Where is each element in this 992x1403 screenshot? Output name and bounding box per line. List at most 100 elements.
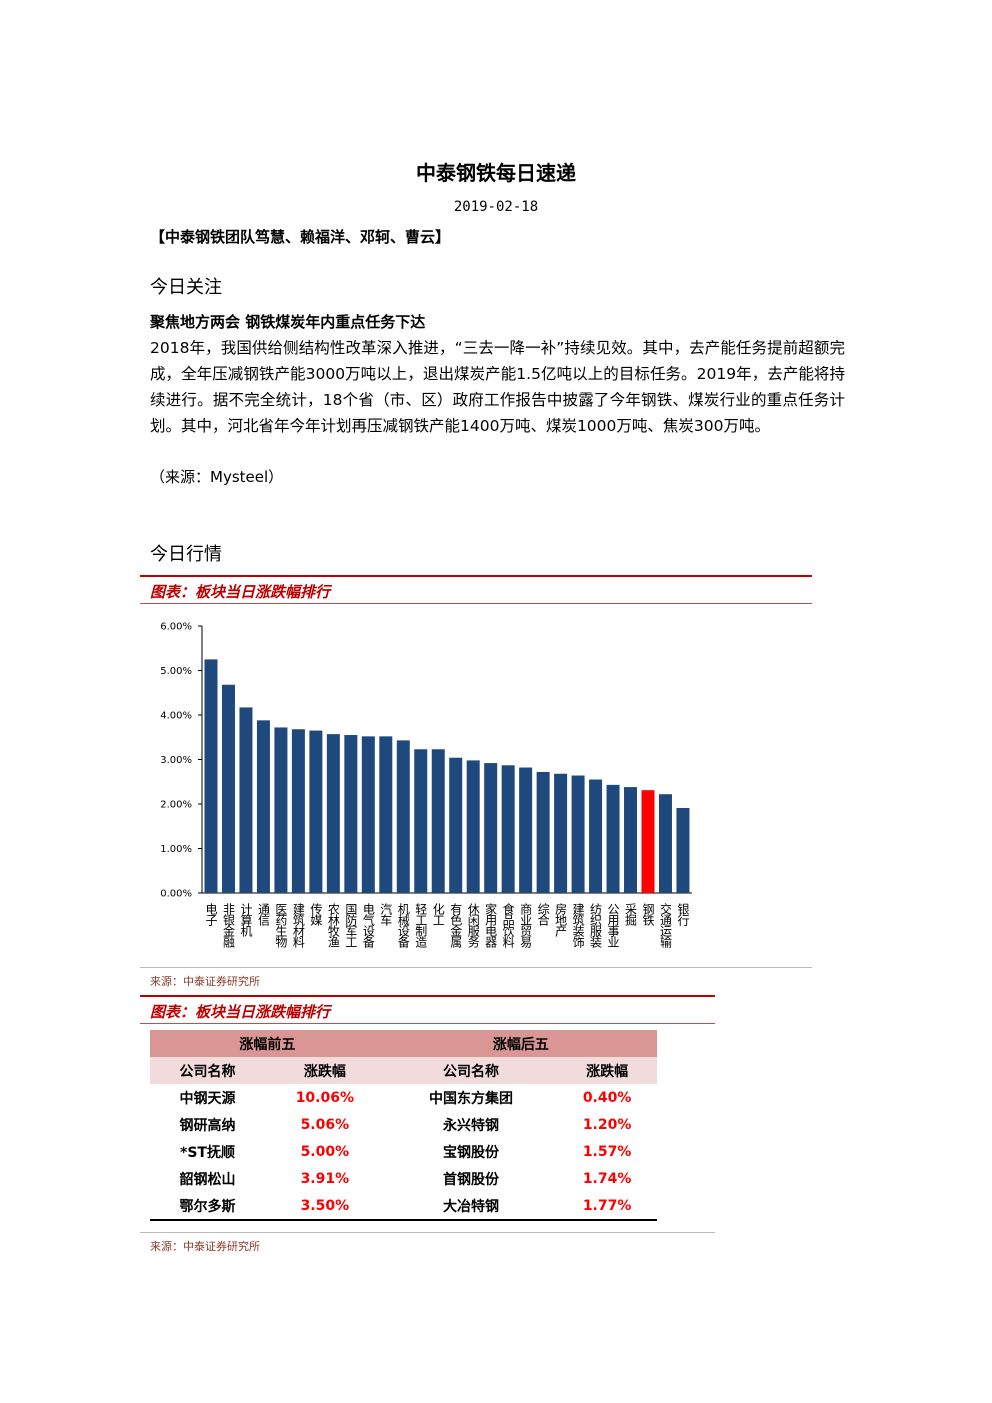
x-tick-label: 国防军工 [344, 903, 358, 947]
x-tick-label: 交通运输 [658, 902, 672, 949]
article-title: 聚焦地方两会 钢铁煤炭年内重点任务下达 [150, 313, 426, 331]
x-tick-label: 房地产 [554, 902, 568, 938]
x-tick-label: 家用电器 [484, 902, 498, 949]
bar [361, 736, 375, 893]
column-header: 公司名称 [384, 1057, 558, 1084]
bar [221, 684, 235, 893]
bar [326, 734, 340, 893]
table-cell: 1.77% [582, 1197, 632, 1214]
bar [466, 760, 480, 893]
bar [431, 749, 445, 893]
authors: 【中泰钢铁团队笃慧、赖福洋、邓轲、曹云】 [150, 228, 451, 246]
table-cell: 中国东方集团 [428, 1090, 513, 1107]
x-tick-label: 汽车 [379, 902, 393, 927]
x-tick-label: 综合 [536, 903, 550, 926]
column-header: 公司名称 [150, 1057, 265, 1084]
bar [571, 775, 585, 893]
y-tick-label: 0.00% [160, 889, 192, 900]
x-tick-label: 化工 [431, 903, 445, 925]
table-cell: 大冶特钢 [442, 1198, 499, 1215]
x-tick-label: 电子 [204, 903, 218, 926]
table-row: 鄂尔多斯 3.50% 大冶特钢 1.77% [150, 1192, 657, 1220]
chart: 0.00% 1.00% 2.00% 3.00% 4.00% 5.00% 6.00% 电子 非银金… [160, 622, 692, 949]
x-tick-label: 农林牧渔 [326, 903, 340, 948]
y-tick-label: 5.00% [160, 666, 192, 677]
table-row: 韶钢松山 3.91% 首钢股份 1.74% [150, 1165, 657, 1192]
table-cell: 10.06% [295, 1089, 354, 1106]
bar [396, 740, 410, 893]
table-cell: 韶钢松山 [179, 1171, 236, 1188]
bar [658, 794, 672, 893]
y-tick-label: 6.00% [160, 622, 192, 633]
bar [606, 784, 620, 893]
table-cell: 1.57% [582, 1143, 632, 1160]
table-cell: 1.20% [582, 1116, 632, 1133]
table: 涨幅前五 涨幅后五 公司名称 涨跌幅 公司名称 涨跌幅 中钢天源 10.06% 中国东方集团… [150, 1030, 657, 1221]
x-tick-label: 采掘 [624, 903, 638, 927]
x-tick-label: 商业贸易 [519, 902, 533, 949]
source: 来源：中泰证券研究所 [150, 975, 260, 988]
table-cell: 鄂尔多斯 [179, 1198, 236, 1215]
x-tick-label: 非银金融 [221, 903, 235, 949]
rule [140, 1232, 715, 1233]
column-header: 涨跌幅 [264, 1057, 385, 1084]
bar [519, 767, 533, 893]
bar [414, 749, 428, 893]
x-tick-label: 传媒 [309, 902, 323, 926]
x-tick-label: 轻工制造 [414, 903, 428, 948]
table-cell: 宝钢股份 [442, 1144, 499, 1161]
bar [554, 773, 568, 893]
bar [309, 730, 323, 893]
y-tick-label: 2.00% [160, 800, 192, 811]
bar [484, 763, 498, 893]
y-tick-label: 3.00% [160, 755, 192, 766]
rule [140, 603, 812, 604]
table-row: 中钢天源 10.06% 中国东方集团 0.40% [150, 1084, 657, 1111]
x-tick-label: 电气设备 [361, 903, 375, 949]
table-cell: 5.00% [300, 1143, 350, 1160]
bar [501, 765, 515, 893]
bar [256, 720, 270, 893]
article-source: （来源：Mysteel） [150, 468, 284, 486]
date: 2019-02-18 [453, 199, 539, 215]
table-cell: 首钢股份 [442, 1171, 499, 1188]
table-row: 钢研高纳 5.06% 永兴特钢 1.20% [150, 1111, 657, 1138]
bar [676, 808, 690, 893]
x-tick-label: 建筑材料 [291, 903, 305, 948]
rule [140, 995, 715, 997]
group-header: 涨幅前五 [150, 1030, 385, 1057]
rule [140, 967, 812, 968]
table-cell: *ST抚顺 [180, 1144, 235, 1161]
x-tick-label: 钢铁 [641, 903, 655, 926]
bar [204, 659, 218, 893]
bar [589, 779, 603, 893]
table-cell: 永兴特钢 [442, 1117, 499, 1134]
table-cell: 3.50% [300, 1197, 350, 1214]
bar [291, 729, 305, 893]
group-header: 涨幅后五 [384, 1030, 657, 1057]
table-cell: 0.40% [582, 1089, 632, 1106]
source: 来源：中泰证券研究所 [150, 1240, 260, 1253]
rule [140, 575, 812, 577]
table-cell: 5.06% [300, 1116, 350, 1133]
column-header: 涨跌幅 [557, 1057, 657, 1084]
bar [624, 787, 638, 893]
x-tick-label: 医药生物 [274, 903, 288, 948]
x-tick-label: 食品饮料 [501, 902, 515, 948]
rule [140, 1023, 715, 1024]
x-tick-label: 计算机 [239, 903, 253, 937]
section-heading: 今日行情 [150, 544, 222, 565]
y-tick-label: 4.00% [160, 711, 192, 722]
x-tick-label: 通信 [256, 903, 270, 927]
bar [449, 757, 463, 893]
bar [344, 735, 358, 893]
table-cell: 中钢天源 [179, 1090, 236, 1107]
table-cell: 1.74% [582, 1170, 632, 1187]
x-tick-label: 休闲服务 [466, 903, 480, 948]
x-tick-label: 公用事业 [606, 903, 620, 947]
bar [239, 707, 253, 893]
title: 中泰钢铁每日速递 [416, 161, 576, 185]
bar [379, 736, 393, 893]
bar [274, 727, 288, 893]
x-tick-label: 银行 [676, 903, 690, 926]
